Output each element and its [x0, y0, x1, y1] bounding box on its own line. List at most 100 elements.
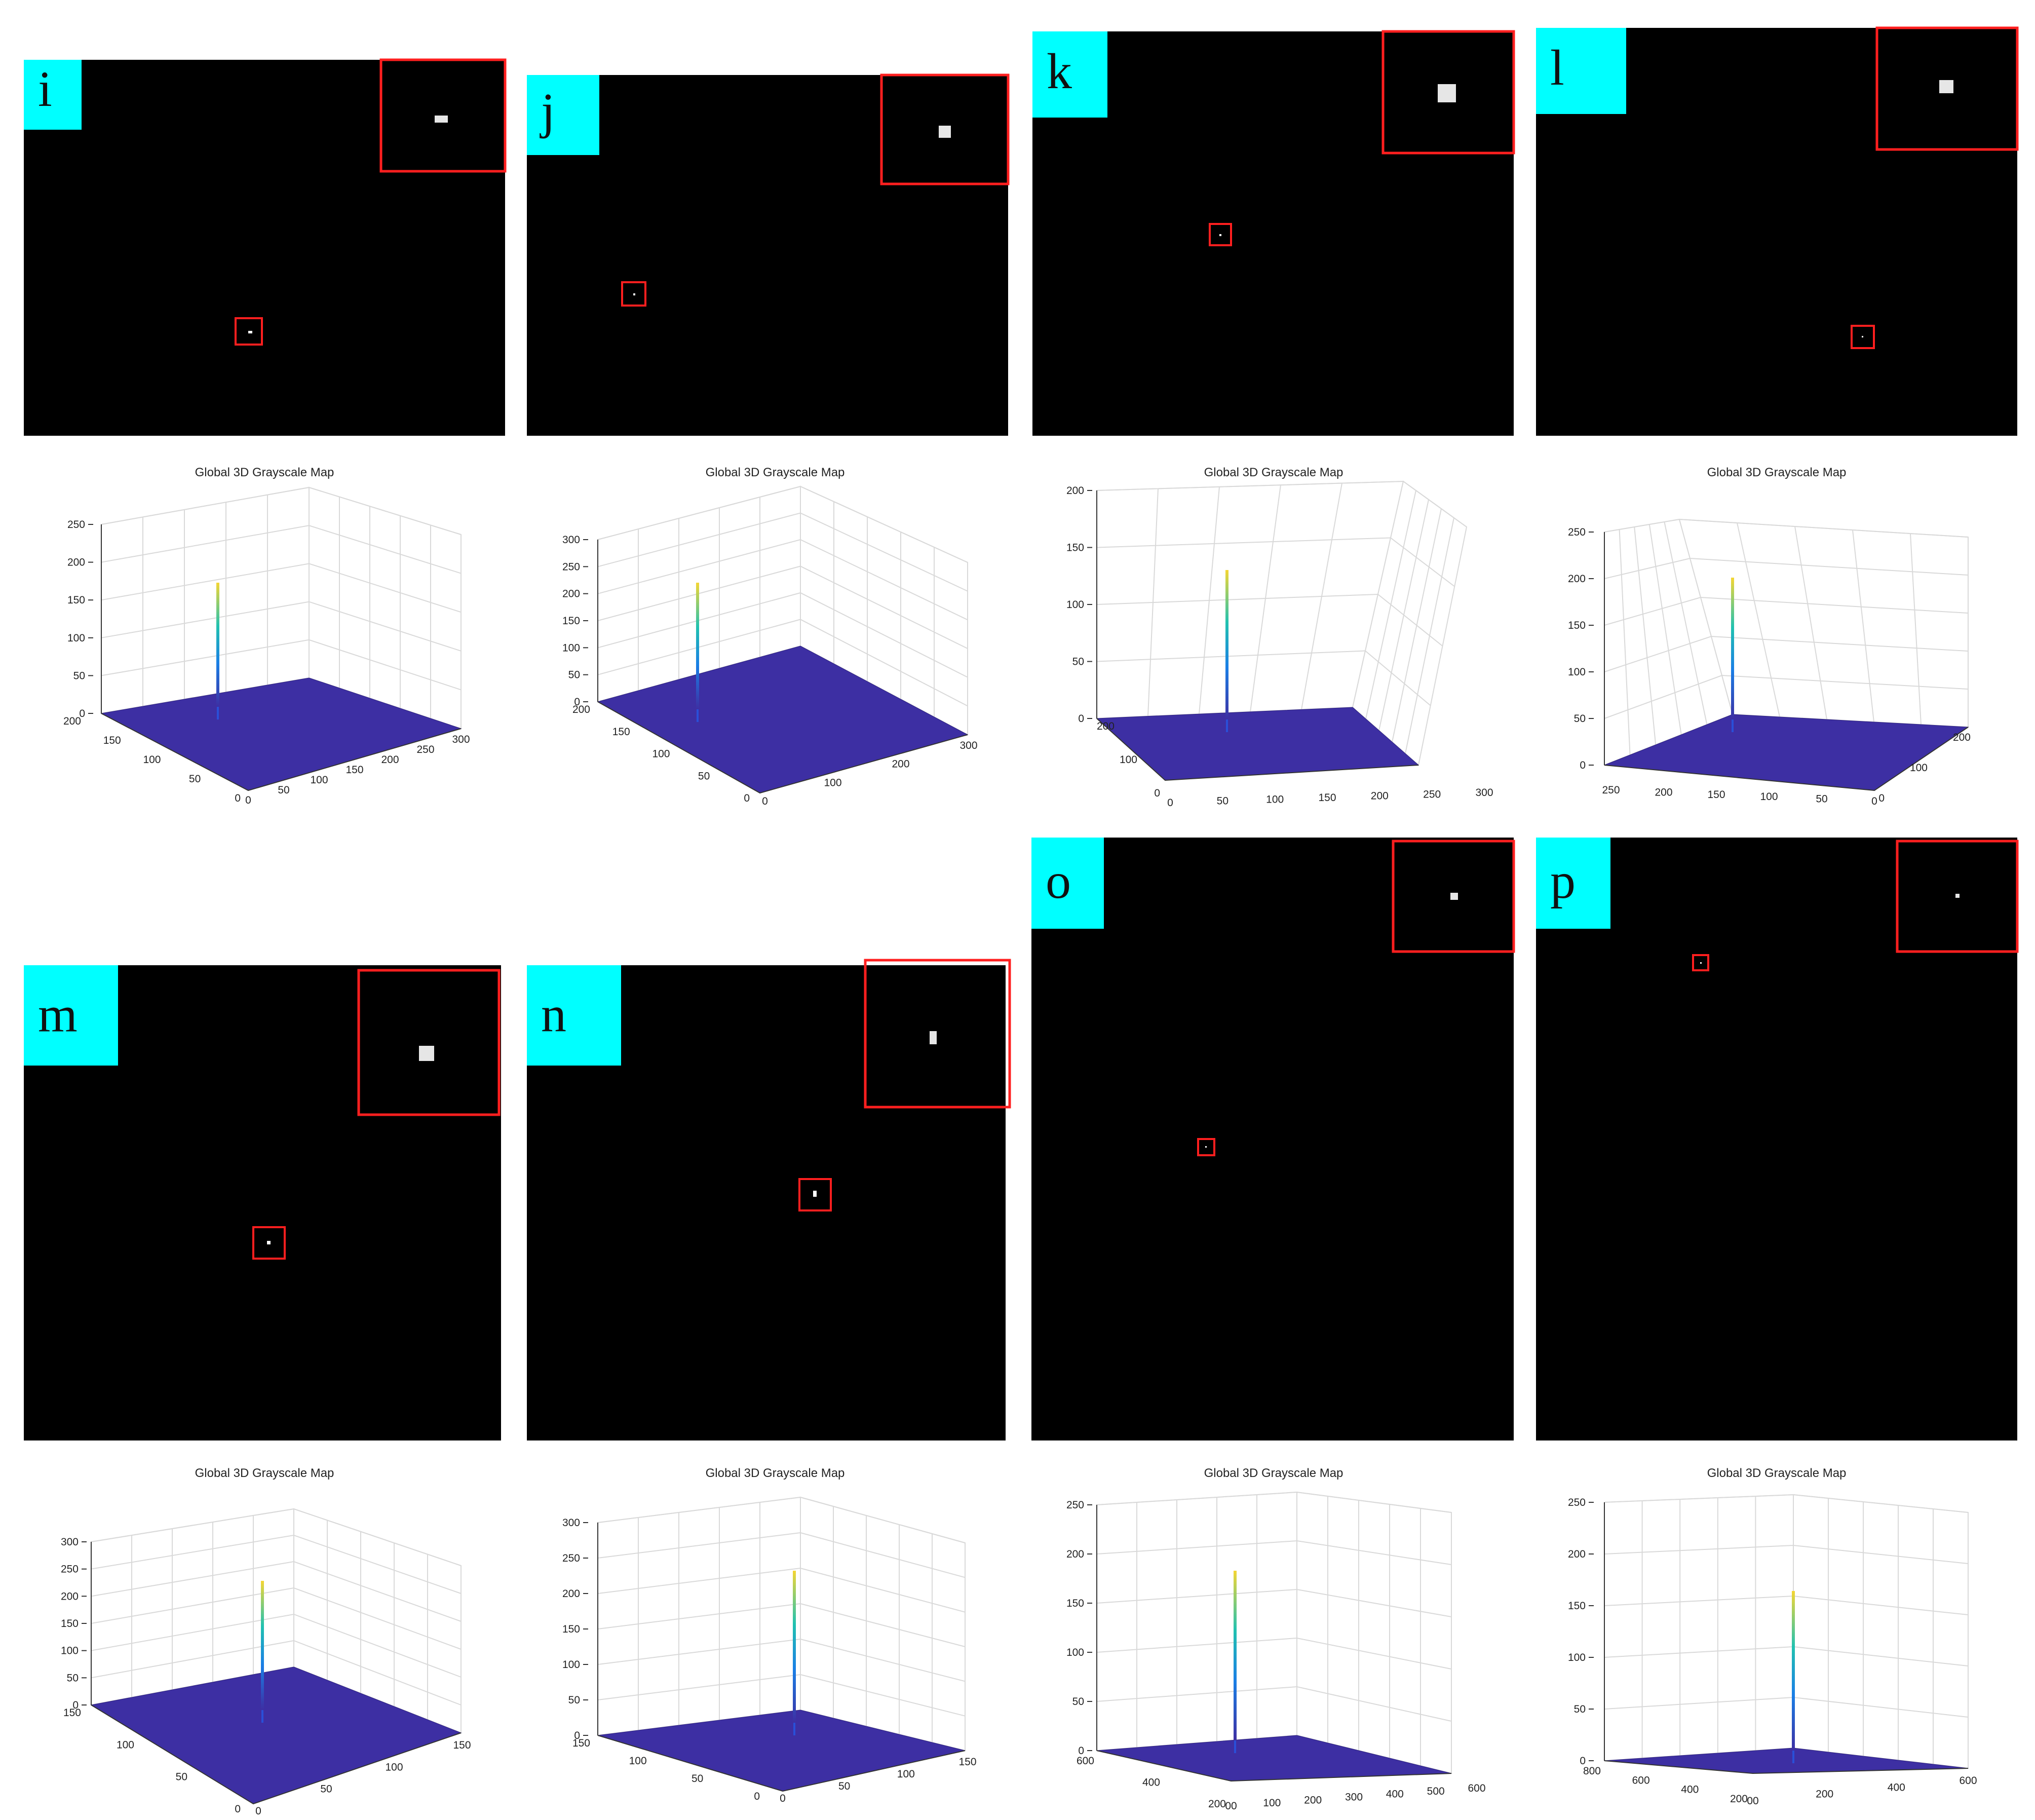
z-tick-label: 100	[1066, 1647, 1084, 1658]
z-tick-label: 50	[568, 669, 580, 681]
zoom-inset-target	[1450, 893, 1458, 900]
z-tick-label: 200	[1568, 573, 1586, 585]
z-tick-label: 100	[562, 1659, 580, 1671]
z-tick-label: 200	[1066, 1548, 1084, 1560]
intensity-peak	[1731, 578, 1734, 719]
target-marker-box	[798, 1178, 832, 1211]
x-tick-label: 0	[762, 795, 768, 807]
zoom-inset-target	[930, 1031, 937, 1044]
grid-line	[91, 1534, 462, 1594]
z-tick-label: 250	[1066, 1499, 1084, 1511]
image-panel	[1032, 31, 1514, 436]
target-pixel	[1219, 234, 1221, 236]
x-tick-label: 500	[1427, 1786, 1445, 1797]
floor-axes	[1604, 727, 1969, 791]
z-tick-label: 250	[562, 1552, 580, 1564]
target-pixel	[813, 1191, 817, 1197]
z-tick-label: 250	[562, 561, 580, 573]
grid-line	[1794, 526, 1827, 720]
grid-line	[1648, 524, 1682, 735]
y-tick-label: 50	[189, 773, 201, 785]
x-tick-label: 50	[320, 1784, 332, 1795]
zoom-inset-target	[1939, 80, 1953, 93]
target-pixel	[1205, 1146, 1207, 1148]
y-tick-label: 0	[235, 792, 241, 804]
grid-line	[101, 525, 462, 574]
plot-title: Global 3D Grayscale Map	[1707, 466, 1847, 479]
z-tick-label: 200	[562, 588, 580, 600]
panel-l: l Global 3D Grayscale Map 0 50 100 150 200 250 2…	[1536, 26, 2019, 807]
y-tick-label: 150	[63, 1707, 81, 1719]
panel-label-tab	[1536, 28, 1626, 114]
zoom-inset-target	[419, 1046, 434, 1061]
floor-axes	[1096, 1750, 1452, 1782]
x-tick-label: 250	[1602, 784, 1620, 796]
panel-m: m Global 3D Grayscale Map 0 50 100 150 200 250 3…	[24, 965, 501, 1817]
panel-j: j Global 3D Grayscale Map 0 50 100 150 200 250 3…	[527, 73, 1010, 807]
y-tick-label: 150	[612, 726, 630, 738]
intensity-peak-base	[1234, 1740, 1236, 1753]
zoom-inset-target	[939, 126, 951, 138]
z-tick-label: 50	[1574, 713, 1586, 725]
z-tick-label: 100	[67, 632, 85, 644]
z-tick-label: 50	[1072, 656, 1084, 668]
y-tick-label: 100	[1910, 762, 1928, 774]
y-tick-label: 600	[1632, 1774, 1650, 1786]
panel-letter: n	[541, 987, 566, 1043]
x-tick-label: 0	[1871, 795, 1877, 807]
image-panel	[1536, 838, 2017, 1440]
y-tick-label: 0	[754, 1791, 760, 1802]
target-marker-box	[1692, 954, 1709, 971]
x-tick-label: 100	[1760, 791, 1778, 803]
grid-line	[1664, 521, 1708, 725]
panel-label-tab	[527, 965, 621, 1066]
panel-letter: p	[1550, 853, 1576, 909]
x-tick-label: 100	[897, 1768, 915, 1780]
y-tick-label: 50	[692, 1773, 703, 1785]
target-marker-box	[1209, 223, 1232, 246]
x-tick-label: 100	[310, 774, 328, 786]
z-tick-label: 100	[1066, 599, 1084, 611]
grid-line	[1096, 1540, 1452, 1565]
grid-line	[101, 486, 462, 535]
z-tick-label: 0	[574, 1730, 580, 1741]
y-tick-label: 200	[1730, 1793, 1748, 1805]
panel-letter: o	[1046, 853, 1071, 909]
z-tick-label: 0	[1078, 1745, 1084, 1757]
target-marker-box	[252, 1226, 286, 1260]
grid-line	[91, 1561, 462, 1622]
y-tick-label: 800	[1583, 1765, 1601, 1777]
panel-letter: l	[1550, 40, 1564, 96]
plot-title: Global 3D Grayscale Map	[1707, 1466, 1847, 1480]
z-tick-label: 150	[1568, 620, 1586, 631]
intensity-peak-base	[217, 707, 219, 719]
grayscale-3d-plot: Global 3D Grayscale Map 0 50 100 150 200 250 25…	[1568, 466, 1971, 807]
zoom-inset-target	[1438, 84, 1456, 102]
back-wall-left	[1096, 480, 1404, 719]
z-tick-label: 50	[1072, 1696, 1084, 1708]
grayscale-3d-plot: Global 3D Grayscale Map 0 50 100 150 200 250 0 5…	[63, 466, 470, 806]
intensity-peak-base	[261, 1710, 263, 1723]
image-panel	[24, 60, 505, 436]
y-tick-label: 0	[1154, 787, 1160, 799]
z-tick-label: 200	[1568, 1548, 1586, 1560]
x-tick-label: 300	[1345, 1792, 1363, 1803]
back-wall-right	[800, 1496, 966, 1752]
x-tick-label: 250	[416, 744, 434, 755]
z-tick-label: 150	[1568, 1600, 1586, 1612]
back-wall-right	[1296, 1491, 1452, 1774]
z-tick-label: 0	[1580, 760, 1586, 771]
z-tick-label: 150	[562, 615, 580, 627]
x-tick-label: 300	[452, 734, 470, 745]
grid-line	[597, 512, 968, 592]
z-tick-label: 0	[1078, 713, 1084, 725]
grid-line	[597, 1674, 966, 1717]
intensity-peak-base	[1226, 719, 1228, 732]
x-tick-label: 600	[1959, 1775, 1977, 1787]
panel-label-tab	[24, 965, 118, 1066]
z-tick-label: 150	[61, 1618, 79, 1629]
y-tick-label: 200	[1208, 1798, 1226, 1810]
grid-line	[1852, 529, 1874, 723]
z-tick-label: 250	[61, 1564, 79, 1575]
